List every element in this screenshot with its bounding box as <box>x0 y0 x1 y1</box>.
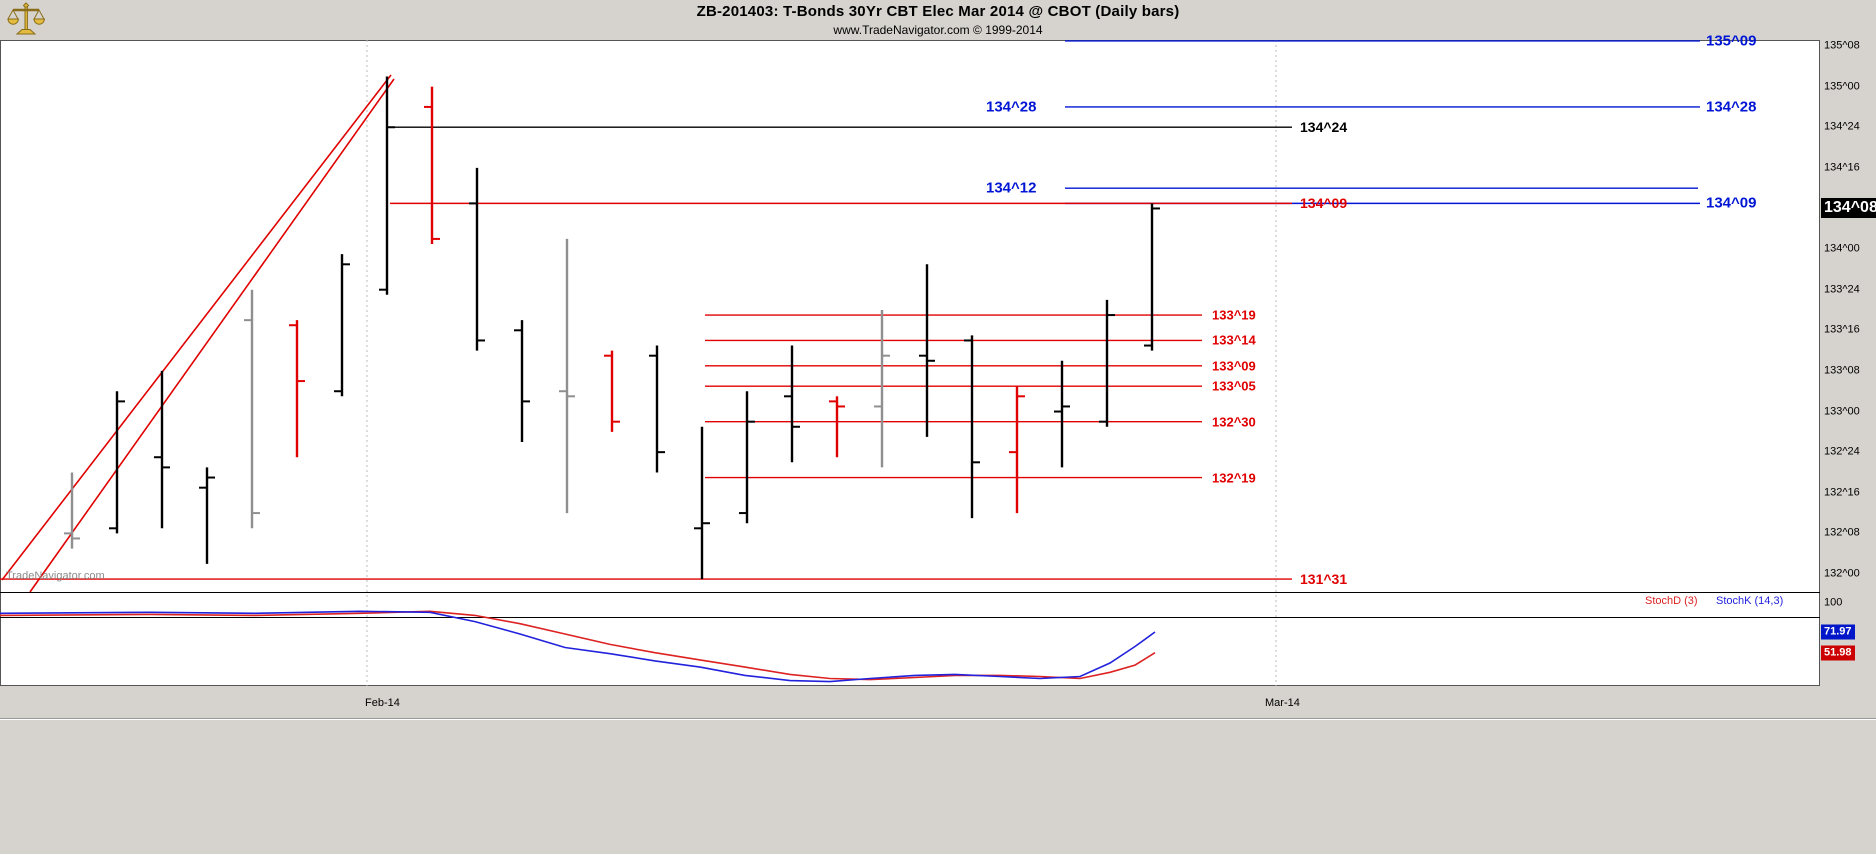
y-axis-label: 133^08 <box>1824 364 1860 377</box>
title-bar: ZB-201403: T-Bonds 30Yr CBT Elec Mar 201… <box>0 0 1876 35</box>
price-level-label: 134^09 <box>1706 194 1757 212</box>
stoch-value-tag: 71.97 <box>1821 624 1855 640</box>
app-logo-scales-icon <box>6 1 46 37</box>
price-level-label: 134^09 <box>1300 195 1348 212</box>
x-axis-label: Feb-14 <box>365 697 400 709</box>
price-level-label: 134^28 <box>986 98 1037 116</box>
y-axis-label: 133^00 <box>1824 405 1860 418</box>
y-axis-label: 132^16 <box>1824 486 1860 499</box>
y-axis-label: 132^24 <box>1824 445 1860 458</box>
y-axis-label: 135^08 <box>1824 39 1860 52</box>
price-level-label: 135^09 <box>1706 32 1757 50</box>
watermark: TradeNavigator.com <box>6 570 105 582</box>
price-level-label: 132^19 <box>1212 470 1256 486</box>
stoch-axis-label: 100 <box>1824 596 1843 609</box>
price-level-label: 131^31 <box>1300 571 1348 588</box>
y-axis-label: 134^24 <box>1824 120 1860 133</box>
price-level-label: 134^24 <box>1300 119 1348 136</box>
chart-title: ZB-201403: T-Bonds 30Yr CBT Elec Mar 201… <box>696 3 1180 20</box>
y-axis-label: 133^16 <box>1824 323 1860 336</box>
chart-subtitle: www.TradeNavigator.com © 1999-2014 <box>833 23 1043 37</box>
y-axis-label: 134^16 <box>1824 161 1860 174</box>
y-axis-label: 132^08 <box>1824 526 1860 539</box>
y-axis-label: 134^00 <box>1824 242 1860 255</box>
stoch-value-tag: 51.98 <box>1821 645 1855 661</box>
price-level-label: 134^28 <box>1706 98 1757 116</box>
bottom-divider <box>0 718 1876 720</box>
price-level-label: 134^12 <box>986 179 1037 197</box>
stoch-d-legend: StochD (3) <box>1645 595 1698 607</box>
last-price-tag: 134^08 <box>1821 198 1876 219</box>
chart-canvas[interactable] <box>0 40 1820 686</box>
price-level-label: 132^30 <box>1212 414 1256 430</box>
price-level-label: 133^09 <box>1212 358 1256 374</box>
price-level-label: 133^14 <box>1212 332 1256 348</box>
y-axis-label: 133^24 <box>1824 283 1860 296</box>
x-axis-label: Mar-14 <box>1265 697 1300 709</box>
price-level-label: 133^05 <box>1212 378 1256 394</box>
y-axis-label: 132^00 <box>1824 567 1860 580</box>
y-axis-label: 135^00 <box>1824 80 1860 93</box>
price-level-label: 133^19 <box>1212 307 1256 323</box>
stoch-k-legend: StochK (14,3) <box>1716 595 1784 607</box>
